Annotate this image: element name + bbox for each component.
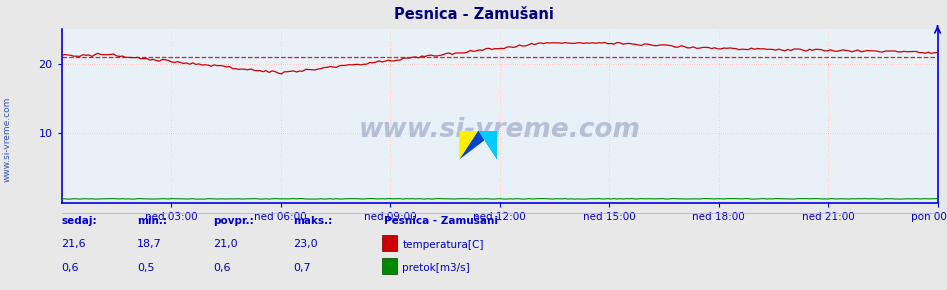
Text: povpr.:: povpr.: xyxy=(213,216,254,226)
Polygon shape xyxy=(459,130,497,160)
Text: pretok[m3/s]: pretok[m3/s] xyxy=(402,263,471,273)
Polygon shape xyxy=(459,130,478,160)
Text: www.si-vreme.com: www.si-vreme.com xyxy=(3,97,12,182)
Text: maks.:: maks.: xyxy=(294,216,332,226)
Text: 23,0: 23,0 xyxy=(294,240,318,249)
Text: Pesnica - Zamušani: Pesnica - Zamušani xyxy=(394,7,553,22)
Text: min.:: min.: xyxy=(137,216,168,226)
Text: www.si-vreme.com: www.si-vreme.com xyxy=(359,117,640,143)
Text: 18,7: 18,7 xyxy=(137,240,162,249)
Polygon shape xyxy=(478,130,497,160)
Text: 0,7: 0,7 xyxy=(294,263,312,273)
Text: 21,0: 21,0 xyxy=(213,240,238,249)
Text: 0,5: 0,5 xyxy=(137,263,154,273)
Text: 21,6: 21,6 xyxy=(62,240,86,249)
Text: 0,6: 0,6 xyxy=(62,263,79,273)
Text: 0,6: 0,6 xyxy=(213,263,230,273)
Text: temperatura[C]: temperatura[C] xyxy=(402,240,484,250)
Text: Pesnica - Zamušani: Pesnica - Zamušani xyxy=(384,216,497,226)
Text: sedaj:: sedaj: xyxy=(62,216,98,226)
